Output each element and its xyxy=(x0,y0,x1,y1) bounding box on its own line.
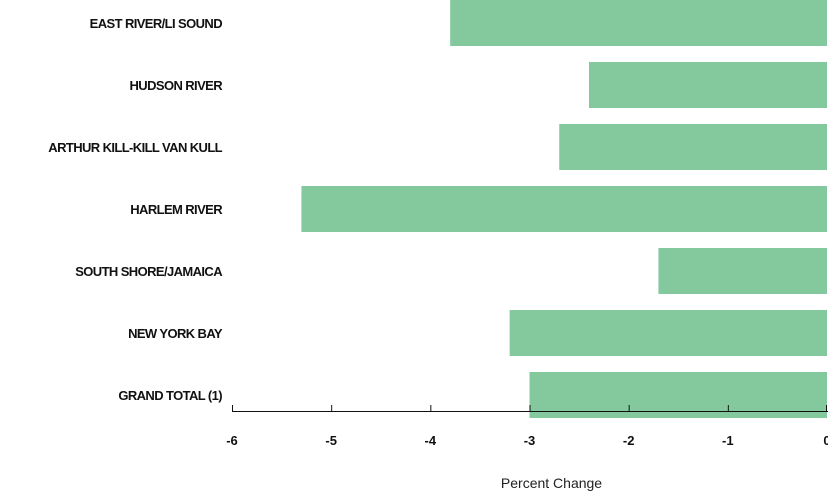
category-label: GRAND TOTAL (1) xyxy=(118,388,222,403)
x-tick-label: -6 xyxy=(226,433,238,448)
category-label: HUDSON RIVER xyxy=(130,78,224,93)
x-ticks-group: -6 -5 -4 -3 -2 -1 0 xyxy=(226,405,828,448)
bar-7 xyxy=(529,372,827,418)
bar-4 xyxy=(301,186,828,232)
category-labels-group: EAST RIVER/LI SOUND HUDSON RIVER ARTHUR KI… xyxy=(48,16,224,403)
bar-1 xyxy=(450,0,827,46)
x-tick-label: 0 xyxy=(823,433,828,448)
bar-5 xyxy=(658,248,827,294)
category-label: ARTHUR KILL-KILL VAN KULL xyxy=(48,140,222,155)
category-label: HARLEM RIVER xyxy=(130,202,223,217)
bar-6 xyxy=(509,310,827,356)
x-tick-label: -2 xyxy=(623,433,635,448)
x-tick-label: -5 xyxy=(325,433,337,448)
bar-3 xyxy=(559,124,827,170)
x-tick-label: -4 xyxy=(425,433,437,448)
bars-group xyxy=(301,0,828,418)
category-label: EAST RIVER/LI SOUND xyxy=(90,16,223,31)
x-tick-label: -3 xyxy=(524,433,536,448)
x-axis-title: Percent Change xyxy=(501,475,602,491)
category-label: SOUTH SHORE/JAMAICA xyxy=(75,264,223,279)
category-label: NEW YORK BAY xyxy=(128,326,223,341)
x-tick-label: -1 xyxy=(722,433,734,448)
bar-2 xyxy=(589,62,827,108)
